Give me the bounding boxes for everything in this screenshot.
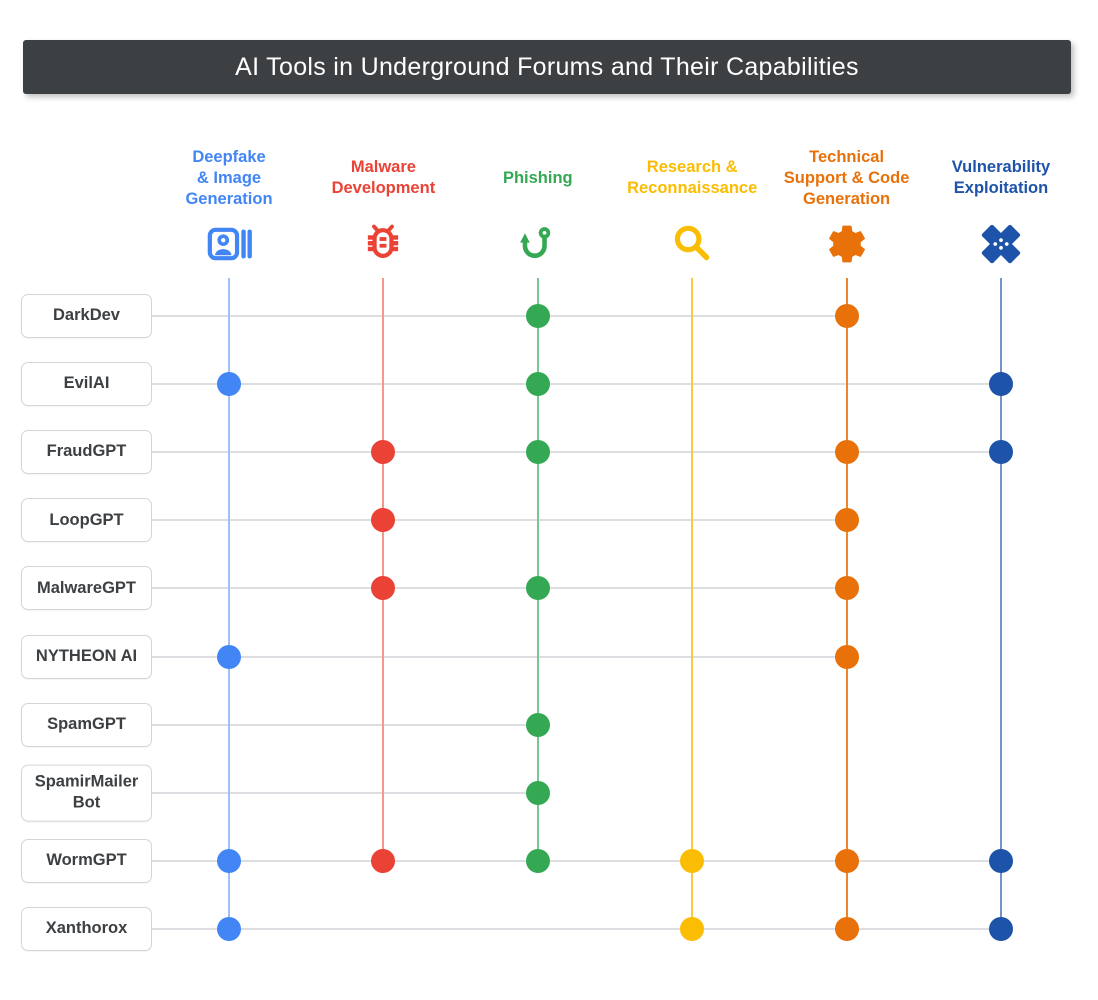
capability-dot (989, 440, 1013, 465)
tool-row-line (152, 519, 847, 522)
capability-dot (834, 916, 859, 941)
tool-label: LoopGPT (49, 510, 124, 529)
tool-row-line (152, 451, 1001, 454)
column-guide-line (1000, 278, 1002, 929)
tool-label: DarkDev (53, 306, 120, 325)
tool-row-box: EvilAI (21, 362, 152, 407)
tool-row-line (152, 723, 538, 726)
capability-dot (217, 644, 241, 669)
column-header-text: Research & (646, 158, 738, 176)
column-guide-line (382, 278, 385, 861)
column-header-research: Research & Reconnaissance (604, 134, 780, 222)
capability-dot (525, 712, 550, 737)
column-header-techsupport: Technical Support & Code Generation (759, 134, 935, 222)
column-header-text: Development (331, 179, 436, 197)
title-bar: AI Tools in Underground Forums and Their… (23, 40, 1071, 94)
tool-row-box: NYTHEON AI (21, 634, 152, 679)
column-header-text: Generation (185, 189, 273, 208)
capability-dot (217, 372, 241, 397)
tool-label: NYTHEON AI (35, 646, 138, 665)
column-header-malware: Malware Development (295, 134, 471, 222)
tool-row-box: DarkDev (21, 294, 152, 338)
capability-dot (525, 780, 550, 805)
tool-row-line (152, 859, 1001, 862)
column-header-text: Exploitation (953, 179, 1049, 197)
capability-dot (525, 372, 550, 397)
capability-dot (525, 576, 550, 601)
column-header-text: Deepfake (192, 147, 266, 166)
capability-dot (371, 848, 396, 873)
capability-dot (525, 440, 550, 465)
tool-row-line (152, 315, 847, 317)
capability-dot (989, 916, 1013, 941)
chart-title: AI Tools in Underground Forums and Their… (235, 52, 859, 81)
tool-label: WormGPT (46, 851, 127, 870)
capability-dot (834, 576, 859, 601)
tool-row-line (152, 791, 538, 794)
column-guide-line (691, 278, 694, 929)
tool-label: SpamGPT (47, 714, 126, 733)
capability-dot (217, 848, 241, 873)
column-guide-line (228, 278, 230, 929)
capability-dot (834, 848, 859, 873)
capability-dot (371, 440, 396, 465)
capability-dot (680, 848, 705, 873)
capability-dot (371, 508, 396, 533)
column-header-text: Support & Code (783, 168, 910, 187)
column-header-text: Malware (350, 158, 416, 176)
tool-row-box: SpamGPT (21, 702, 152, 747)
portrait-bars-icon (206, 221, 252, 267)
column-header-text: Vulnerability (951, 158, 1051, 176)
tool-row-box: SpamirMailer Bot (21, 764, 152, 822)
gear-icon (824, 221, 870, 267)
tool-row-line (152, 587, 847, 590)
column-guide-line (845, 278, 848, 929)
tool-row-line (152, 383, 1001, 386)
tool-row-line (152, 655, 847, 658)
capability-dot (525, 848, 550, 873)
column-header-text: & Image (196, 168, 262, 187)
column-header-text: Generation (803, 189, 891, 208)
capability-dot (680, 916, 705, 941)
tool-label: Xanthorox (45, 919, 128, 938)
capability-dot (834, 508, 859, 533)
column-header-text: Phishing (502, 168, 573, 187)
capability-dot (525, 304, 550, 328)
tool-label: MalwareGPT (36, 578, 137, 597)
tool-row-line (152, 927, 1001, 930)
tool-label: SpamirMailer Bot (34, 772, 139, 812)
capability-dot (834, 304, 859, 328)
column-header-deepfake: Deepfake & Image Generation (141, 134, 317, 222)
capability-dot (371, 576, 396, 601)
column-header-vulnerability: Vulnerability Exploitation (913, 134, 1089, 222)
capability-dot (834, 440, 859, 465)
tool-label: FraudGPT (46, 442, 127, 461)
column-header-text: Reconnaissance (627, 179, 758, 197)
capability-dot (989, 372, 1013, 397)
tool-row-box: FraudGPT (21, 430, 152, 475)
column-guide-line (536, 278, 539, 861)
column-header-text: Technical (809, 147, 885, 166)
capability-dot (989, 848, 1013, 873)
column-header-phishing: Phishing (450, 134, 626, 222)
tool-row-box: WormGPT (21, 838, 152, 883)
tool-row-box: LoopGPT (21, 498, 152, 543)
search-icon (669, 221, 715, 267)
hook-icon (515, 221, 561, 267)
bug-icon (360, 221, 406, 267)
tool-label: EvilAI (63, 374, 110, 393)
capability-dot (834, 644, 859, 669)
tool-row-box: Xanthorox (21, 906, 152, 951)
tool-row-box: MalwareGPT (21, 566, 152, 611)
bandage-icon (978, 221, 1024, 267)
capability-dot (217, 916, 241, 941)
